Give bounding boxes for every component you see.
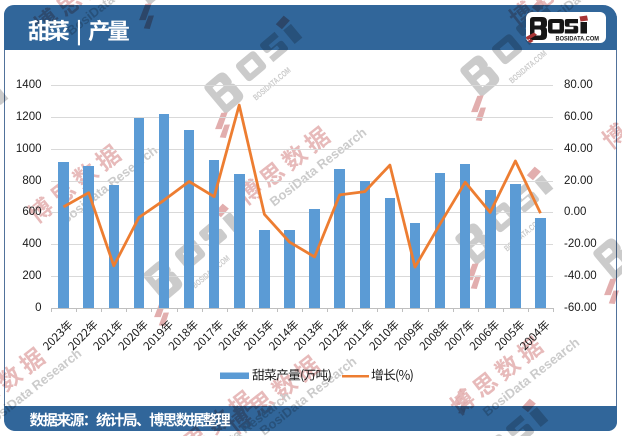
svg-text:BOSIDATA.COM: BOSIDATA.COM <box>556 35 600 42</box>
